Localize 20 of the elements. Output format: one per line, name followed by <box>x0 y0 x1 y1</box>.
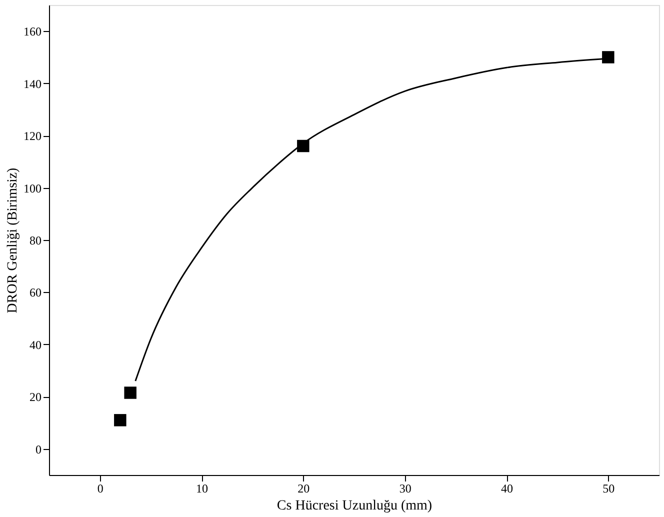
x-tick-label: 50 <box>602 482 615 496</box>
x-tick-label: 10 <box>196 482 208 496</box>
x-axis-title: Cs Hücresi Uzunluğu (mm) <box>276 498 432 514</box>
y-tick-label: 0 <box>36 442 42 456</box>
x-tick-label: 30 <box>399 482 412 496</box>
point <box>114 414 126 426</box>
y-tick-label: 40 <box>30 338 42 352</box>
x-tick-label: 0 <box>97 482 104 496</box>
y-tick-label: 20 <box>30 390 42 404</box>
y-tick-label: 100 <box>24 181 42 196</box>
y-tick-label: 80 <box>30 234 42 248</box>
x-tick-label: 20 <box>298 482 310 496</box>
point <box>602 51 614 64</box>
x-tick-label: 40 <box>501 482 513 496</box>
y-tick-label: 60 <box>30 286 42 300</box>
y-tick-label: 140 <box>24 76 42 91</box>
point <box>124 386 136 399</box>
y-axis-title: DROR Genliği (Birimsiz) <box>6 167 20 314</box>
y-tick-label: 120 <box>24 129 42 144</box>
y-tick-label: 160 <box>24 24 42 39</box>
